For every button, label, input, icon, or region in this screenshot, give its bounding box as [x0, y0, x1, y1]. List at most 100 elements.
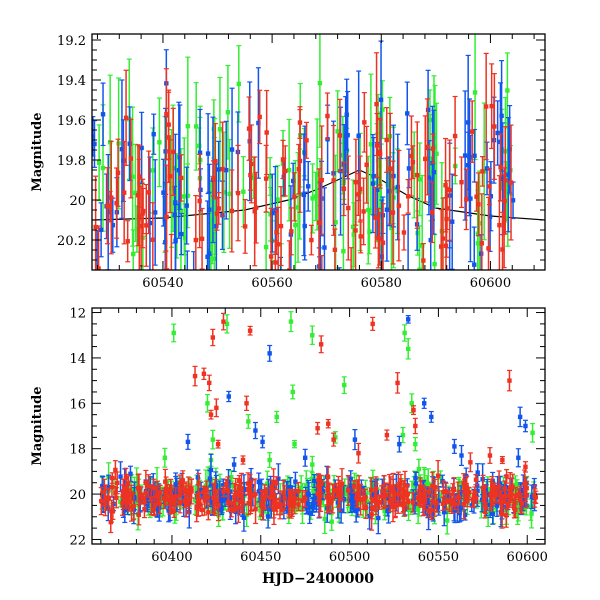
- blue-data-point: [214, 482, 219, 488]
- green-data-point: [406, 346, 411, 352]
- red-data-point: [376, 235, 381, 241]
- red-data-point: [402, 502, 407, 508]
- red-data-point: [452, 133, 458, 139]
- red-data-point: [461, 480, 466, 486]
- blue-data-point: [425, 502, 431, 508]
- red-data-point: [164, 112, 169, 117]
- red-data-point: [510, 484, 515, 490]
- red-data-point: [140, 496, 146, 501]
- red-data-point: [142, 506, 147, 512]
- green-data-point: [229, 475, 234, 480]
- blue-data-point: [154, 504, 160, 510]
- red-data-point: [516, 492, 521, 497]
- red-data-point: [206, 510, 211, 515]
- blue-data-point: [395, 184, 400, 190]
- green-data-point: [227, 191, 232, 197]
- red-data-point: [216, 206, 221, 211]
- green-data-point: [147, 501, 153, 506]
- red-data-point: [473, 495, 479, 501]
- red-data-point: [483, 104, 489, 109]
- red-data-point: [245, 481, 251, 486]
- red-data-point: [513, 493, 518, 498]
- green-data-point: [314, 172, 320, 177]
- red-data-point: [444, 499, 449, 504]
- green-data-point: [275, 197, 280, 202]
- red-data-point: [482, 497, 487, 502]
- blue-data-point: [348, 476, 353, 482]
- red-data-point: [398, 486, 404, 492]
- red-data-point: [486, 246, 491, 251]
- green-data-point: [208, 242, 214, 247]
- blue-data-point: [405, 111, 410, 116]
- blue-data-point: [371, 174, 376, 179]
- top-panel-frame: [91, 33, 546, 271]
- blue-data-point: [224, 167, 229, 173]
- green-data-point: [408, 507, 414, 512]
- blue-data-point: [241, 515, 247, 520]
- red-data-point: [363, 505, 369, 510]
- red-data-point: [508, 180, 514, 185]
- green-data-point: [402, 330, 407, 336]
- red-data-point: [380, 240, 386, 245]
- green-data-point: [274, 414, 279, 420]
- red-data-point: [480, 485, 486, 491]
- blue-data-point: [198, 488, 204, 493]
- red-data-point: [319, 177, 324, 183]
- red-data-point: [113, 467, 118, 473]
- red-data-point: [282, 495, 287, 500]
- red-data-point: [469, 129, 475, 134]
- green-data-point: [286, 167, 292, 173]
- red-data-point: [140, 208, 146, 214]
- red-data-point: [425, 144, 430, 150]
- blue-data-point: [521, 492, 526, 497]
- red-data-point: [532, 493, 538, 498]
- red-data-point: [471, 496, 476, 502]
- blue-data-point: [270, 210, 275, 216]
- green-data-point: [312, 488, 318, 494]
- blue-data-point: [467, 155, 472, 160]
- blue-data-point: [304, 506, 310, 511]
- blue-data-point: [161, 190, 166, 195]
- blue-data-point: [152, 210, 158, 215]
- green-data-point: [192, 497, 198, 503]
- blue-data-point: [422, 401, 427, 406]
- red-data-point: [476, 202, 481, 207]
- red-data-point: [144, 223, 149, 228]
- top-y-tick-label: 19.6: [57, 114, 86, 129]
- blue-data-point: [428, 237, 433, 243]
- green-data-point: [182, 194, 187, 199]
- red-data-point: [173, 494, 178, 499]
- blue-data-point: [361, 491, 367, 496]
- red-data-point: [464, 197, 469, 202]
- green-data-point: [515, 507, 520, 512]
- blue-data-point: [179, 231, 184, 237]
- red-data-point: [443, 183, 448, 188]
- green-data-point: [217, 127, 223, 132]
- blue-data-point: [128, 471, 133, 477]
- blue-data-point: [370, 181, 376, 186]
- red-data-point: [121, 190, 127, 195]
- red-data-point: [336, 489, 341, 494]
- blue-data-point: [98, 227, 104, 233]
- red-data-point: [513, 507, 518, 512]
- red-data-point: [171, 508, 177, 514]
- red-data-point: [503, 494, 508, 499]
- blue-data-point: [205, 151, 211, 156]
- red-data-point: [149, 497, 154, 503]
- red-data-point: [93, 224, 98, 230]
- top-x-tick-label: 60580: [361, 276, 402, 291]
- red-data-point: [233, 492, 238, 497]
- red-data-point: [430, 146, 436, 151]
- blue-data-point: [301, 192, 307, 198]
- red-data-point: [362, 495, 368, 500]
- red-data-point: [214, 497, 219, 503]
- red-data-point: [208, 412, 214, 417]
- red-data-point: [221, 319, 226, 324]
- blue-data-point: [106, 210, 111, 215]
- blue-data-point: [293, 479, 298, 484]
- red-data-point: [291, 501, 297, 506]
- blue-data-point: [379, 254, 385, 259]
- green-data-point: [133, 190, 138, 196]
- blue-data-point: [495, 130, 500, 136]
- green-data-point: [100, 165, 106, 171]
